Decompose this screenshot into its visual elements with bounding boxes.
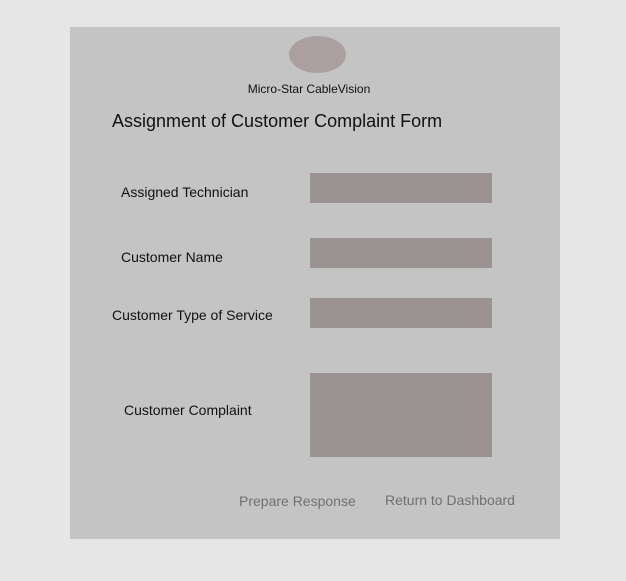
assigned-technician-label: Assigned Technician bbox=[121, 184, 249, 200]
customer-complaint-textarea[interactable] bbox=[310, 373, 492, 457]
customer-complaint-label: Customer Complaint bbox=[124, 402, 252, 418]
return-to-dashboard-button[interactable]: Return to Dashboard bbox=[385, 492, 515, 508]
form-panel: Micro-Star CableVision Assignment of Cus… bbox=[70, 27, 560, 539]
company-name: Micro-Star CableVision bbox=[247, 82, 371, 96]
prepare-response-button[interactable]: Prepare Response bbox=[239, 493, 356, 509]
form-title: Assignment of Customer Complaint Form bbox=[112, 111, 443, 131]
customer-name-label: Customer Name bbox=[121, 249, 223, 265]
company-logo-icon bbox=[289, 36, 346, 73]
customer-type-of-service-label: Customer Type of Service bbox=[112, 307, 273, 323]
customer-type-of-service-input[interactable] bbox=[310, 298, 492, 328]
assigned-technician-input[interactable] bbox=[310, 173, 492, 203]
customer-name-input[interactable] bbox=[310, 238, 492, 268]
